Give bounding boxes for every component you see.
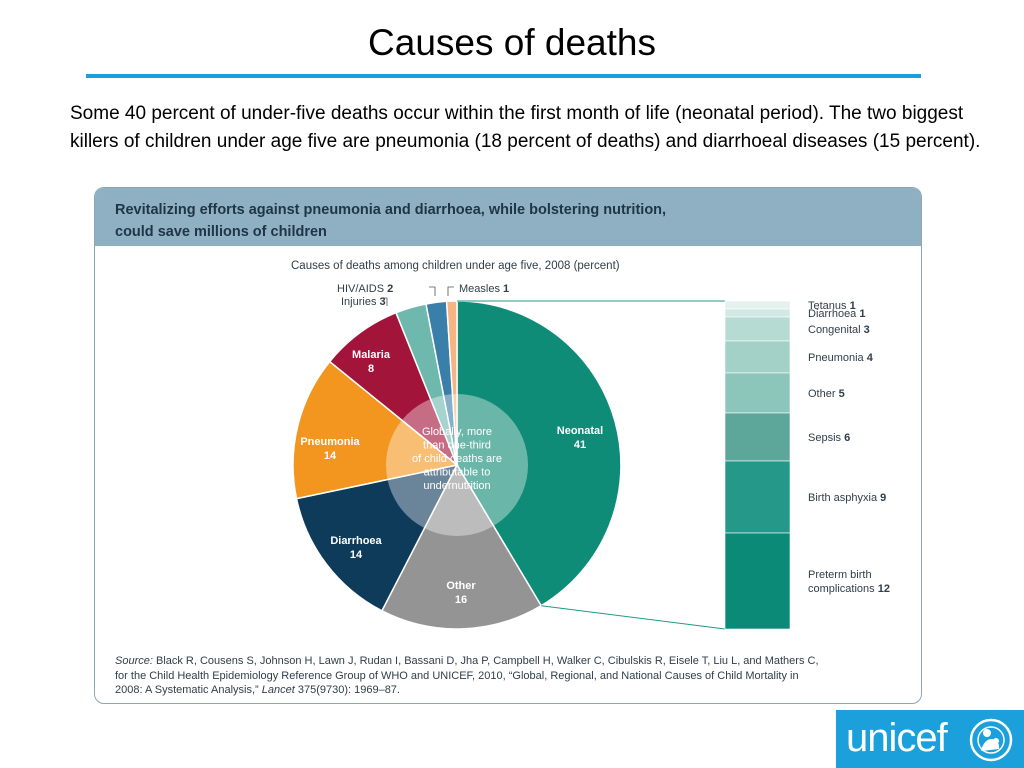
- breakdown-label-sepsis: Sepsis 6: [808, 432, 850, 444]
- panel-headline: Revitalizing efforts against pneumonia a…: [115, 199, 905, 243]
- outside-label-name-measles: Measles: [459, 283, 503, 295]
- slice-value-diarrhoea: 14: [350, 549, 363, 561]
- leader-line-measles: [447, 286, 454, 296]
- breakdown-value-pneumonia: 4: [867, 352, 874, 364]
- outside-label-value-injuries: 3: [380, 296, 386, 308]
- slice-label-pneumonia: Pneumonia: [300, 436, 360, 448]
- breakdown-label-text: Birth asphyxia: [808, 492, 880, 504]
- slice-value-other: 16: [455, 594, 467, 606]
- breakdown-segment-congenital: [724, 316, 791, 342]
- slide-title: Causes of deaths: [368, 22, 656, 63]
- breakdown-label-preterm-birth-complications: Preterm birth complications 12: [808, 569, 890, 595]
- center-note-line: than one-third: [423, 440, 491, 452]
- breakdown-label-other: Other 5: [808, 388, 845, 400]
- breakdown-label-text: Other: [808, 388, 839, 400]
- outside-label-name-injuries: Injuries: [341, 296, 380, 308]
- source-line2: for the Child Health Epidemiology Refere…: [115, 669, 799, 682]
- slice-value-malaria: 8: [368, 363, 374, 375]
- source-line3b: 375(9730): 1969–87.: [294, 684, 400, 696]
- breakdown-segment-preterm-birth-complications: [724, 532, 791, 630]
- breakdown-segment-other: [724, 372, 791, 414]
- breakdown-segment-diarrhoea: [724, 308, 791, 318]
- infographic-panel: Revitalizing efforts against pneumonia a…: [94, 187, 922, 704]
- breakdown-label-text: Sepsis: [808, 432, 844, 444]
- breakdown-segment-birth-asphyxia: [724, 460, 791, 534]
- breakdown-label-text: Congenital: [808, 324, 864, 336]
- center-circle: [386, 394, 528, 536]
- breakdown-label-text: Diarrhoea: [808, 308, 859, 320]
- outside-label-name-hiv-aids: HIV/AIDS: [337, 283, 387, 295]
- breakdown-label-text: Preterm birth: [808, 569, 872, 581]
- center-note-line: of child deaths are: [412, 453, 502, 465]
- connector-bottom: [541, 605, 726, 630]
- outside-label-value-hiv-aids: 2: [387, 283, 393, 295]
- slice-value-neonatal: 41: [574, 439, 586, 451]
- center-note-line: Globally, more: [422, 426, 492, 438]
- source-line3a: 2008: A Systematic Analysis,”: [115, 684, 262, 696]
- source-line1: Black R, Cousens S, Johnson H, Lawn J, R…: [152, 655, 819, 667]
- breakdown-value-birth-asphyxia: 9: [880, 492, 886, 504]
- breakdown-value-congenital: 3: [864, 324, 870, 336]
- breakdown-label-text: complications: [808, 583, 878, 595]
- breakdown-label-pneumonia: Pneumonia 4: [808, 352, 874, 364]
- outside-label-value-measles: 1: [503, 283, 509, 295]
- slice-label-neonatal: Neonatal: [557, 425, 603, 437]
- title-rule: [86, 74, 921, 78]
- breakdown-label-birth-asphyxia: Birth asphyxia 9: [808, 492, 886, 504]
- source-note: Source: Black R, Cousens S, Johnson H, L…: [115, 654, 905, 698]
- breakdown-label-congenital: Congenital 3: [808, 324, 870, 336]
- pie-slice-neonatal: [456, 300, 622, 607]
- source-journal: Lancet: [261, 684, 295, 696]
- pie-slice-pneumonia: [292, 360, 459, 500]
- breakdown-label-tetanus: Tetanus 1: [808, 300, 856, 312]
- panel-headline-line1: Revitalizing efforts against pneumonia a…: [115, 202, 667, 218]
- breakdown-connectors: [457, 300, 726, 630]
- slice-label-other: Other: [446, 580, 476, 592]
- outside-label-hiv-aids: HIV/AIDS 2: [337, 283, 393, 295]
- slice-label-diarrhoea: Diarrhoea: [330, 535, 382, 547]
- causes-of-death-chart: Causes of deaths among children under ag…: [291, 260, 890, 630]
- leader-line-hiv-aids: [429, 286, 436, 296]
- slice-value-pneumonia: 14: [324, 450, 337, 462]
- breakdown-value-sepsis: 6: [844, 432, 850, 444]
- breakdown-label-text: Tetanus: [808, 300, 850, 312]
- pie-slice-diarrhoea: [295, 463, 459, 612]
- breakdown-segment-pneumonia: [724, 340, 791, 374]
- outside-label-measles: Measles 1: [459, 283, 509, 295]
- center-note-line: attributable to: [424, 467, 491, 479]
- breakdown-value-tetanus: 1: [850, 300, 856, 312]
- unicef-logo: unicef: [836, 710, 1024, 768]
- breakdown-label-text: Pneumonia: [808, 352, 867, 364]
- logo-wordmark: unicef: [846, 716, 948, 760]
- intro-text: Some 40 percent of under-five deaths occ…: [70, 103, 981, 152]
- chart-title: Causes of deaths among children under ag…: [291, 260, 620, 272]
- breakdown-label-diarrhoea: Diarrhoea 1: [808, 308, 865, 320]
- breakdown-value-diarrhoea: 1: [859, 308, 865, 320]
- pie-slice-other: [380, 463, 543, 630]
- source-prefix: Source:: [115, 655, 153, 667]
- panel-headline-line2: could save millions of children: [115, 224, 327, 240]
- breakdown-segment-tetanus: [724, 300, 791, 310]
- unicef-emblem-icon: [969, 718, 1013, 762]
- breakdown-segment-sepsis: [724, 412, 791, 462]
- breakdown-value-preterm-birth-complications: 12: [878, 583, 890, 595]
- breakdown-value-other: 5: [839, 388, 845, 400]
- slice-label-malaria: Malaria: [352, 349, 391, 361]
- panel-header: Revitalizing efforts against pneumonia a…: [95, 188, 921, 246]
- outside-label-injuries: Injuries 3: [341, 296, 386, 308]
- center-note-line: undernutrition: [423, 480, 490, 492]
- leader-line-injuries: [381, 297, 388, 306]
- pie-slice-measles: [445, 300, 458, 466]
